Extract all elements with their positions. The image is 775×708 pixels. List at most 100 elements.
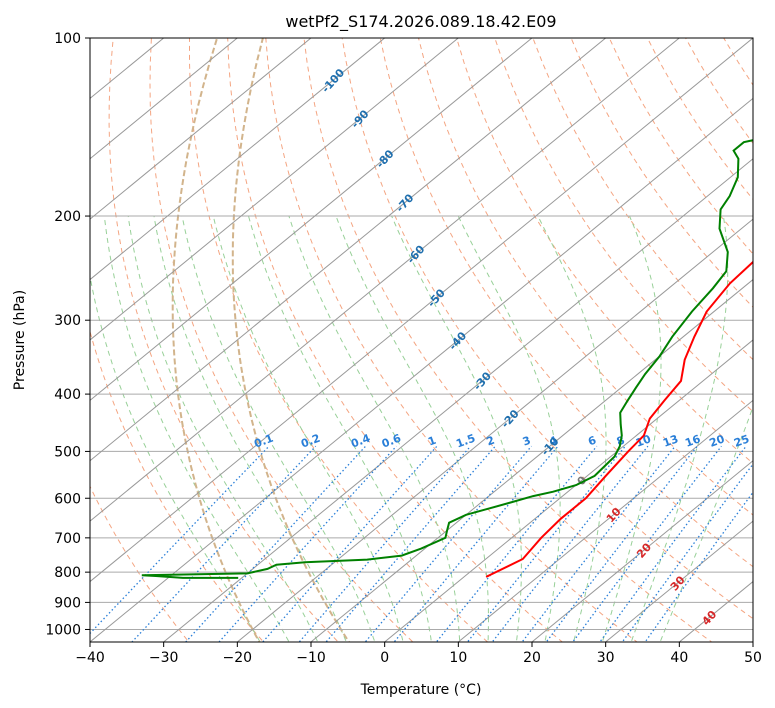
mixing-ratio-line [644, 491, 753, 642]
isotherm-label: 40 [699, 608, 719, 628]
isotherm-label: -10 [539, 435, 562, 459]
plot-frame [89, 37, 754, 643]
dry-adiabat-line [379, 38, 753, 568]
mixing-ratio-line [545, 445, 698, 642]
dry-adiabat-line [227, 38, 564, 642]
dry-adiabat-line [341, 38, 753, 620]
mixing-ratio-label: 1.5 [454, 432, 477, 451]
moist-adiabat-line [391, 215, 522, 642]
y-tick-label: 700 [54, 531, 81, 547]
dry-adiabat-line [417, 38, 753, 516]
mixing-ratio-label: 13 [661, 432, 680, 449]
isotherm-line [90, 38, 312, 220]
mixing-ratio-label: 6 [586, 434, 598, 449]
dry-adiabat-line [303, 38, 713, 642]
isotherm-line [310, 278, 753, 642]
x-tick-label: −40 [75, 650, 105, 666]
mixing-ratio-line [298, 445, 472, 642]
mixing-ratio-label: 10 [634, 432, 653, 450]
moist-adiabat-line [537, 215, 607, 642]
mixing-ratio-label: 3 [521, 434, 533, 449]
mixing-ratio-label: 25 [732, 432, 751, 449]
moist-adiabat-line [153, 215, 347, 642]
y-tick-label: 500 [54, 444, 81, 460]
isotherm-line [90, 38, 239, 160]
y-tick-label: 400 [54, 387, 81, 403]
dry-adiabat-line [189, 38, 489, 642]
isotherm-label: -60 [405, 243, 428, 267]
mixing-ratio-label: 0.6 [380, 432, 403, 451]
mixing-ratio-line [218, 445, 397, 642]
x-tick-label: −30 [149, 650, 179, 666]
isotherm-line [752, 641, 753, 642]
dry-adiabat-line [90, 329, 265, 642]
y-axis-label: Pressure (hPa) [12, 290, 28, 390]
mixing-ratio-label: 2 [485, 434, 497, 449]
isotherm-line [90, 38, 165, 100]
x-axis-label: Temperature (°C) [360, 682, 482, 698]
mixing-ratio-line [599, 445, 747, 642]
mixing-ratio-label: 0.1 [252, 432, 275, 451]
dry-adiabat-line [149, 38, 414, 642]
isotherm-line [90, 38, 681, 522]
moist-adiabat-line [601, 215, 662, 642]
isotherm-line [604, 520, 753, 642]
x-tick-label: 0 [380, 650, 389, 666]
mixing-ratio-line [261, 445, 438, 642]
moist-adiabat-line [335, 215, 489, 642]
y-tick-label: 200 [54, 209, 81, 225]
moist-adiabat-line [127, 215, 319, 642]
mixing-ratio-line [364, 445, 532, 642]
moist-adiabat-line [181, 215, 376, 642]
isotherm-label: -30 [471, 369, 494, 393]
mixing-ratio-line [325, 445, 496, 642]
y-tick-label: 1000 [45, 622, 81, 638]
y-tick-label: 300 [54, 313, 81, 329]
mixing-ratio-line [491, 445, 649, 642]
x-tick-label: 40 [670, 650, 688, 666]
isotherm-line [90, 38, 460, 341]
isotherm-label: 30 [668, 573, 688, 593]
mixing-ratio-label: 16 [683, 432, 702, 450]
dry-adiabat-line [494, 38, 753, 413]
mixing-ratio-label: 0.2 [299, 432, 322, 451]
isotherm-label: -40 [446, 329, 469, 353]
reference-curve [171, 38, 261, 642]
isotherm-label: -20 [499, 407, 522, 431]
dry-adiabat-line [685, 38, 753, 145]
dewpoint-profile-line [141, 139, 753, 579]
mixing-ratio-label: 0.4 [349, 432, 372, 451]
isotherm-line [90, 38, 386, 281]
isotherm-line [531, 460, 753, 642]
mixing-ratio-line [435, 445, 598, 642]
moist-adiabat-line [288, 215, 461, 642]
moist-adiabat-line [103, 215, 290, 642]
moist-adiabat-line [659, 405, 753, 642]
dry-adiabat-line [265, 38, 638, 642]
dry-adiabat-line [108, 38, 339, 642]
y-tick-label: 800 [54, 565, 81, 581]
axes: −40 −30 −20 −10 0 10 20 30 40 5010020030040050060… [45, 31, 762, 666]
isotherm-label: -70 [393, 191, 416, 215]
mixing-ratio-label: 4 [547, 434, 559, 449]
isotherm-label: -90 [349, 107, 372, 131]
mixing-ratio-line [393, 445, 559, 642]
x-tick-label: 50 [744, 650, 762, 666]
mixing-ratio-line [131, 445, 317, 642]
dry-adiabat-line [456, 38, 753, 465]
x-tick-label: −10 [296, 650, 326, 666]
isotherm-line [457, 399, 753, 642]
mixing-ratio-line [466, 445, 626, 642]
isotherm-line [90, 38, 607, 462]
mixing-ratio-line [521, 445, 676, 642]
moist-adiabat-line [457, 215, 561, 642]
dry-adiabat-line [532, 38, 753, 361]
dry-adiabat-line [766, 0, 775, 654]
moist-adiabat-line [248, 215, 432, 642]
isotherm-line [383, 339, 753, 642]
x-tick-label: 10 [449, 650, 467, 666]
y-tick-label: 900 [54, 595, 81, 611]
isotherm-line [90, 38, 753, 583]
mixing-ratio-line [621, 463, 753, 642]
